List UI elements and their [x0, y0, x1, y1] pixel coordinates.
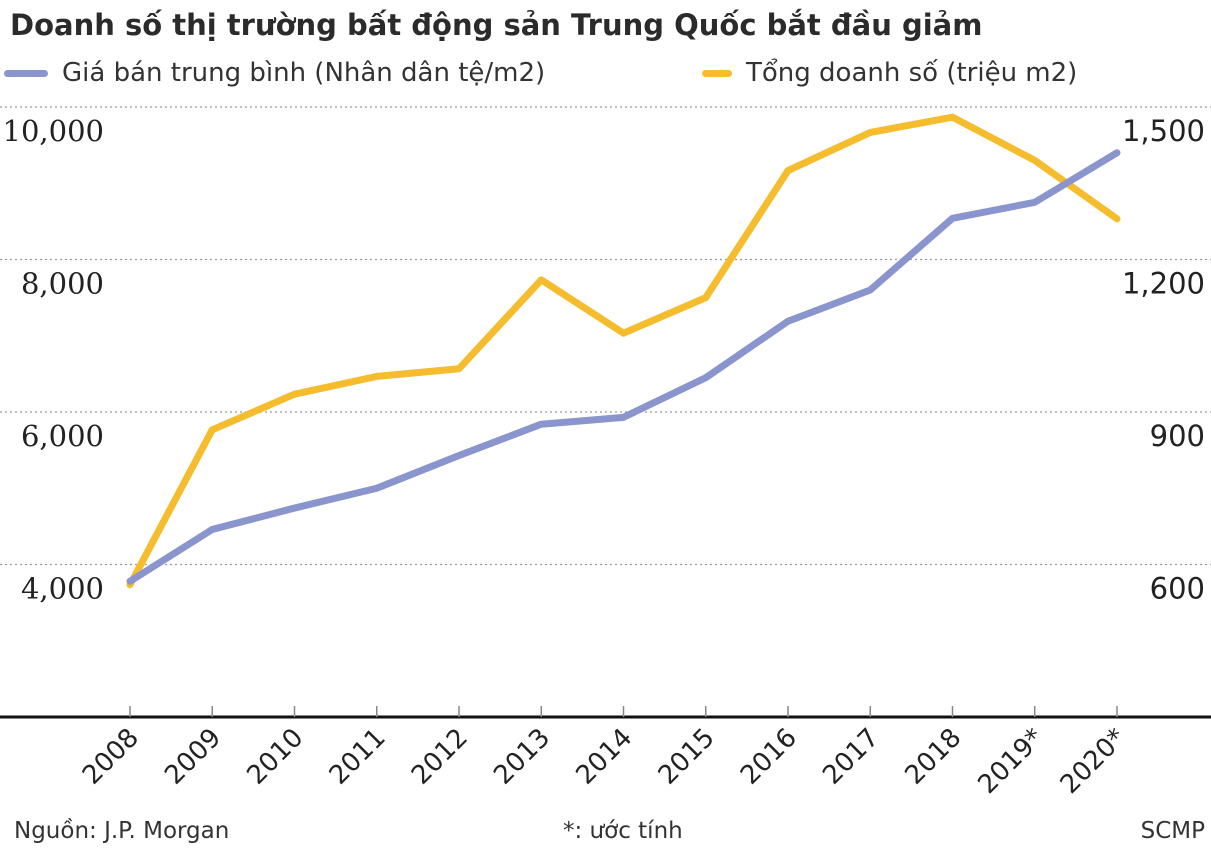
y-axis-right: 1,500 1,200 900 600	[1122, 114, 1205, 606]
x-tick-label: 2014	[570, 723, 638, 791]
x-tick-label: 2010	[241, 723, 309, 791]
x-tick-label: 2015	[653, 723, 721, 791]
x-tick-label: 2019*	[973, 723, 1050, 800]
x-tick-label: 2012	[406, 723, 474, 791]
chart-title: Doanh số thị trường bất động sản Trung Q…	[10, 8, 983, 42]
legend-item-price: Giá bán trung bình (Nhân dân tệ/m2)	[4, 58, 545, 88]
legend-label-price: Giá bán trung bình (Nhân dân tệ/m2)	[62, 58, 546, 88]
y-axis-left: 10,000 8,000 6,000 4,000	[3, 114, 104, 606]
brand-label: SCMP	[1140, 818, 1205, 844]
legend-item-sales: Tổng doanh số (triệu m2)	[702, 58, 1077, 88]
y-tick-right: 1,200	[1122, 267, 1205, 301]
x-tick-label: 2009	[159, 723, 227, 791]
y-tick-left: 6,000	[21, 419, 104, 453]
y-tick-right: 900	[1150, 419, 1205, 453]
series-lines	[126, 113, 1121, 589]
x-tick-label: 2008	[77, 723, 145, 791]
legend-label-sales: Tổng doanh số (triệu m2)	[746, 58, 1078, 88]
source-note: Nguồn: J.P. Morgan	[14, 818, 230, 844]
x-tick-label: 2017	[817, 723, 885, 791]
legend-swatch-sales	[702, 69, 732, 77]
series-line-sales	[126, 113, 1121, 589]
y-tick-left: 8,000	[21, 267, 104, 301]
x-tick-label: 2013	[488, 723, 556, 791]
legend-swatch-price	[4, 69, 48, 77]
y-tick-right: 600	[1150, 572, 1205, 606]
x-tick-label: 2011	[324, 723, 392, 791]
x-tick-label: 2016	[735, 723, 803, 791]
x-axis: 2008 2009 2010 2011 2012 2013 2014 2015 2016 2017…	[0, 706, 1211, 800]
y-tick-left: 4,000	[21, 572, 104, 606]
gridlines	[0, 106, 1211, 566]
series-line-price	[126, 149, 1121, 585]
y-tick-right: 1,500	[1122, 114, 1205, 148]
x-tick-label: 2020*	[1055, 723, 1132, 800]
x-tick-label: 2018	[899, 723, 967, 791]
estimate-note: *: ước tính	[563, 818, 683, 844]
y-tick-left: 10,000	[3, 114, 104, 148]
